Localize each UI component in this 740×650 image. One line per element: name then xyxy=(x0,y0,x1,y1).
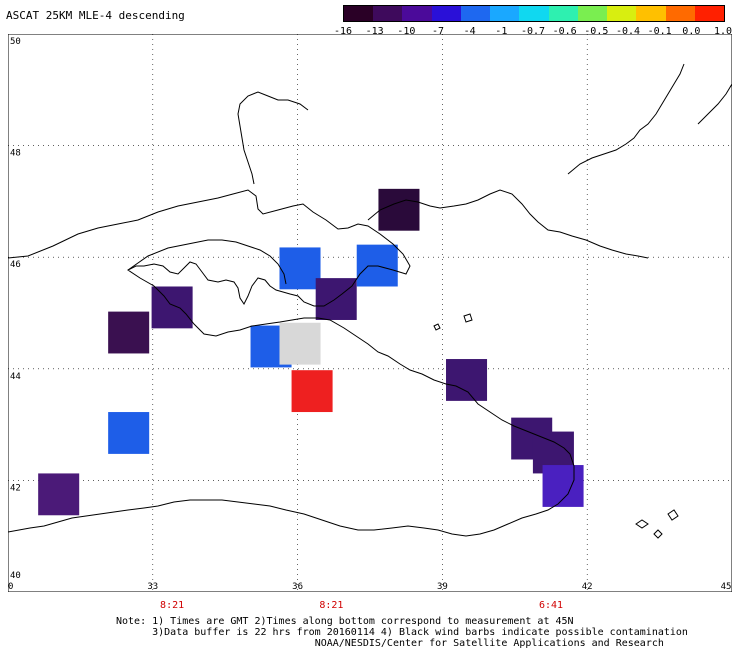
crimea-north-coast xyxy=(127,239,287,285)
colorbar-segment xyxy=(344,6,374,21)
colorbar-tick-label: -16 xyxy=(333,26,353,37)
wind-cell xyxy=(151,286,193,329)
footer-note: Note: 1) Times are GMT 2)Times along bot… xyxy=(116,616,688,649)
colorbar-tick-label: -7 xyxy=(431,26,445,37)
colorbar-tick-label: -0.1 xyxy=(647,26,672,37)
latitude-label: 50 xyxy=(10,37,21,47)
wind-cell xyxy=(446,359,488,401)
wind-cells xyxy=(38,188,584,516)
wind-cell xyxy=(291,370,333,413)
axis-labels: 30 33 36 39 42 45 50 48 46 44 42 40 xyxy=(8,37,731,592)
colorbar-segment xyxy=(490,6,520,21)
river-northeast xyxy=(697,83,732,125)
latitude-label: 40 xyxy=(10,571,21,581)
colorbar-segment xyxy=(665,6,695,21)
colorbar-tick-label: -10 xyxy=(397,26,416,37)
small-island xyxy=(667,509,679,521)
note-line-3: NOAA/NESDIS/Center for Satellite Applica… xyxy=(314,638,664,649)
graticule xyxy=(8,34,732,592)
colorbar-tick-label: 1.0 xyxy=(713,26,733,37)
colorbar-segment xyxy=(431,6,461,21)
overpass-time-label: 8:21 xyxy=(319,600,344,611)
black-sea-coastline xyxy=(8,189,575,537)
longitude-label: 30 xyxy=(8,582,13,592)
longitude-label: 45 xyxy=(721,582,732,592)
colorbar-tick-label: -1 xyxy=(495,26,508,37)
colorbar-tick-label: -0.5 xyxy=(584,26,609,37)
colorbar-tick-label: -0.7 xyxy=(520,26,546,37)
river-don xyxy=(367,189,649,259)
colorbar-segment xyxy=(548,6,578,21)
colorbar-tick-label: -0.4 xyxy=(615,26,641,37)
colorbar-tick-label: -0.6 xyxy=(552,26,577,37)
wind-cell xyxy=(38,473,80,516)
latitude-label: 46 xyxy=(10,260,21,270)
colorbar xyxy=(343,5,725,22)
wind-cell xyxy=(108,311,150,354)
wind-cell xyxy=(378,188,420,231)
colorbar-segment xyxy=(636,6,666,21)
small-island xyxy=(433,323,441,331)
longitude-label: 39 xyxy=(437,582,448,592)
small-island xyxy=(653,529,663,539)
map-title: ASCAT 25KM MLE-4 descending xyxy=(6,9,185,22)
colorbar-segment xyxy=(577,6,608,21)
latitude-label: 42 xyxy=(10,483,21,493)
small-island xyxy=(635,519,649,529)
map: 30 33 36 39 42 45 50 48 46 44 42 40 xyxy=(8,34,732,592)
wind-cell xyxy=(279,247,321,290)
small-island xyxy=(463,313,473,323)
overpass-time-label: 8:21 xyxy=(160,600,185,611)
colorbar-segment xyxy=(519,6,549,21)
colorbar-tick-label: 0.0 xyxy=(682,26,701,37)
wind-cell xyxy=(108,412,150,454)
overpass-time-label: 6:41 xyxy=(538,600,564,611)
river-volga xyxy=(567,63,685,175)
colorbar-tick-label: -13 xyxy=(365,26,384,37)
colorbar-segment xyxy=(607,6,637,21)
colorbar-segment xyxy=(694,6,725,21)
longitude-label: 42 xyxy=(582,582,593,592)
colorbar-segment xyxy=(373,6,403,21)
longitude-label: 36 xyxy=(292,582,303,592)
longitude-label: 33 xyxy=(147,582,158,592)
coastline xyxy=(8,63,732,539)
river-dnieper xyxy=(237,91,309,185)
wind-cell xyxy=(279,322,321,365)
wind-cell xyxy=(542,465,584,507)
colorbar-segment xyxy=(460,6,491,21)
colorbar-labels: -16 -13 -10 -7 -4 -1 -0.7 -0.6 -0.5 -0.4 -0.1 0.0 1.… xyxy=(334,26,735,38)
wind-cell xyxy=(315,278,357,320)
latitude-label: 44 xyxy=(10,372,21,382)
colorbar-segment xyxy=(402,6,432,21)
latitude-label: 48 xyxy=(10,149,21,159)
colorbar-tick-label: -4 xyxy=(463,26,476,37)
note-line-2: 3)Data buffer is 22 hrs from 20160114 4)… xyxy=(152,627,688,638)
note-line-1: Note: 1) Times are GMT 2)Times along bot… xyxy=(116,616,574,627)
